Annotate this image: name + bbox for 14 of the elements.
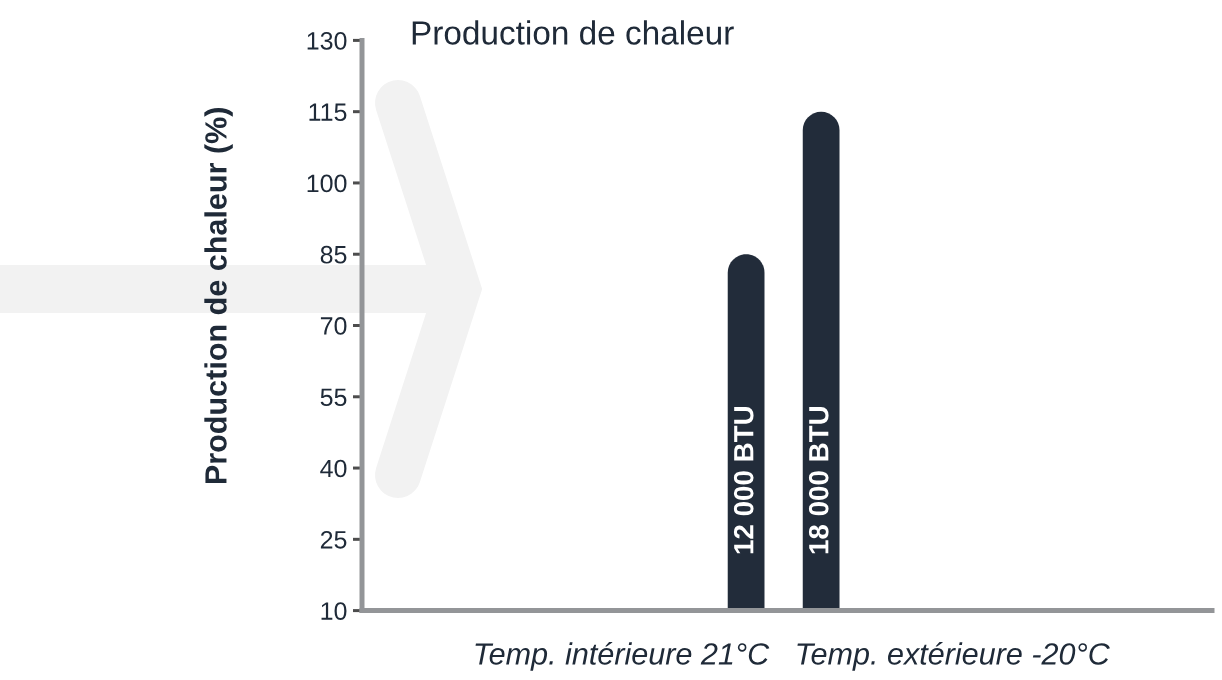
y-axis-title: Production de chaleur (%) [204,108,233,484]
y-tick-label: 100 [307,174,347,193]
x-tick-label: 12 000 BTU [733,406,754,554]
y-tick-label: 85 [320,245,347,264]
y-tick-label: 70 [320,317,347,335]
y-tick-label: 55 [320,388,347,407]
y-tick-label: 10 [321,602,347,620]
x-axis-title: Temp. intérieure 21°C Temp. extérieure -20°C [475,641,1110,671]
y-tick-label: 40 [320,459,347,478]
y-tick-label: 130 [307,32,347,50]
chart-title: Production de chaleur [412,20,734,45]
y-tick-label: 25 [320,530,347,549]
y-tick-label: 115 [309,103,347,121]
x-tick-label: 18 000 BTU [808,406,829,554]
